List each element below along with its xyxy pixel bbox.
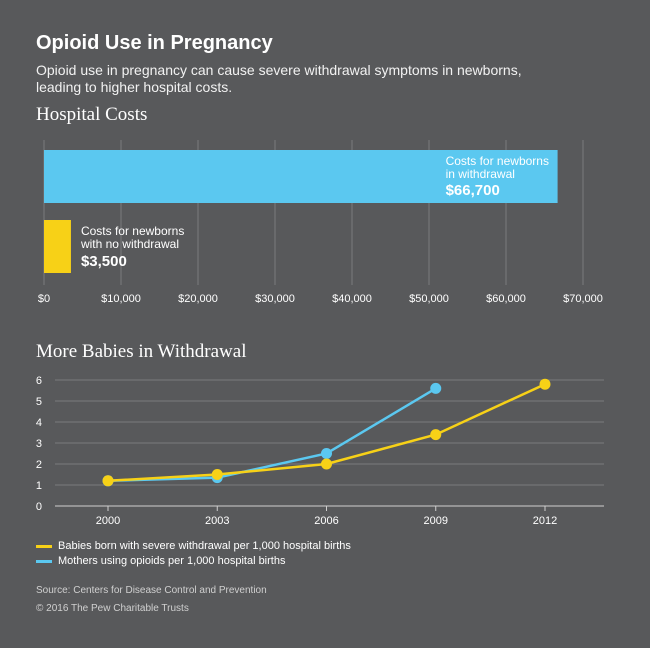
data-point-withdrawal: [211, 469, 223, 480]
legend-label: Babies born with severe withdrawal per 1…: [58, 540, 351, 552]
source-note: Source: Centers for Disease Control and …: [36, 585, 267, 596]
bar: [44, 150, 558, 203]
line-x-tick-label: 2003: [205, 515, 229, 527]
data-point-opioids: [321, 448, 332, 459]
line-y-tick-label: 0: [36, 501, 42, 513]
data-point-withdrawal: [102, 475, 114, 487]
series-line-opioids: [107, 387, 437, 483]
bar-chart-title: Hospital Costs: [36, 104, 148, 125]
bar: [44, 220, 71, 273]
data-point-withdrawal: [539, 378, 551, 390]
bar-x-tick-label: $70,000: [563, 293, 603, 305]
bar-category-label: in withdrawal: [446, 167, 515, 181]
bar-x-tick-label: $10,000: [101, 293, 141, 305]
bar-value-label: $3,500: [81, 253, 127, 270]
line-y-tick-label: 6: [36, 375, 42, 387]
legend-label: Mothers using opioids per 1,000 hospital…: [58, 555, 286, 567]
bar-category-label: Costs for newborns: [81, 224, 184, 238]
bar-x-tick-label: $50,000: [409, 293, 449, 305]
page-title: Opioid Use in Pregnancy: [36, 32, 273, 54]
bar-x-tick-label: $20,000: [178, 293, 218, 305]
line-x-tick-label: 2000: [96, 515, 120, 527]
bar-x-tick-label: $60,000: [486, 293, 526, 305]
page-subtitle: Opioid use in pregnancy can cause severe…: [36, 62, 522, 95]
data-point-withdrawal: [321, 458, 332, 470]
data-point-opioids: [430, 382, 442, 394]
bar-value-label: $66,700: [446, 182, 500, 199]
line-y-tick-label: 3: [36, 438, 42, 450]
legend-item-withdrawal: Babies born with severe withdrawal per 1…: [36, 540, 351, 552]
data-point-withdrawal: [430, 429, 442, 441]
line-x-tick-label: 2009: [424, 515, 448, 527]
line-y-tick-label: 4: [36, 417, 42, 429]
line-x-tick-label: 2006: [314, 515, 338, 527]
bar-category-label: with no withdrawal: [80, 237, 179, 251]
copyright-note: © 2016 The Pew Charitable Trusts: [36, 603, 189, 614]
bar-category-label: Costs for newborns: [446, 154, 549, 168]
bar-x-tick-label: $30,000: [255, 293, 295, 305]
line-y-tick-label: 2: [36, 459, 42, 471]
legend-swatch-yellow: [36, 544, 52, 548]
line-y-tick-label: 1: [36, 480, 42, 492]
legend-swatch-blue: [36, 559, 52, 563]
line-y-tick-label: 5: [36, 396, 42, 408]
line-x-tick-label: 2012: [533, 515, 557, 527]
bar-x-tick-label: $40,000: [332, 293, 372, 305]
bar-x-tick-label: $0: [38, 293, 50, 305]
line-chart-title: More Babies in Withdrawal: [36, 341, 247, 362]
legend-item-opioids: Mothers using opioids per 1,000 hospital…: [36, 555, 285, 567]
